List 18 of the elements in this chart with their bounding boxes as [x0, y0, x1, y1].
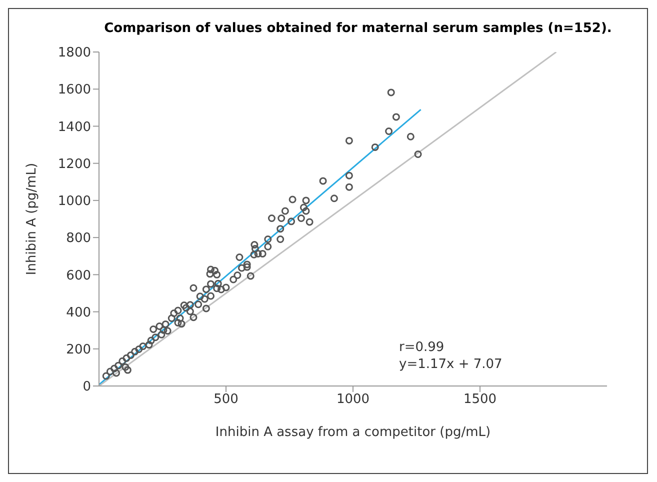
- y-tick-label: 1800: [58, 46, 91, 61]
- chart-title: Comparison of values obtained for maternal serum samples (n=152).: [103, 20, 613, 36]
- y-tick-label: 600: [66, 268, 91, 284]
- y-tick-label: 1000: [58, 194, 91, 210]
- y-tick-label: 800: [66, 231, 91, 246]
- x-tick-label: 500: [214, 392, 238, 408]
- y-axis-title: Inhibin A (pg/mL): [24, 162, 40, 276]
- y-tick-label: 1400: [58, 120, 91, 135]
- annotation: y=1.17x + 7.07: [399, 356, 502, 373]
- y-tick-label: 1600: [58, 82, 91, 98]
- x-tick-label: 1000: [336, 392, 370, 408]
- x-axis-title: Inhibin A assay from a competitor (pg/mL): [215, 425, 491, 440]
- y-tick-label: 400: [66, 305, 91, 320]
- x-tick-label: 1500: [463, 392, 497, 408]
- y-tick-label: 200: [66, 342, 91, 358]
- y-tick-label: 1200: [58, 156, 91, 172]
- annotation: r=0.99: [399, 339, 446, 356]
- y-tick-label: 0: [82, 380, 91, 395]
